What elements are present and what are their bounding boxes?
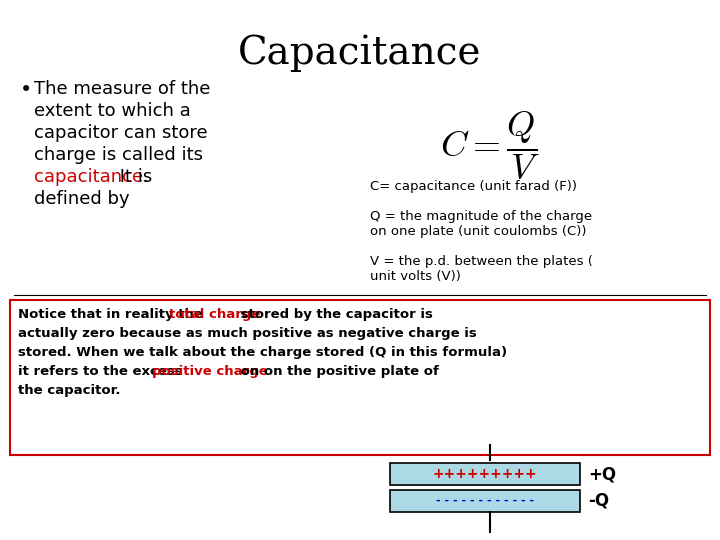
Text: on on the positive plate of: on on the positive plate of <box>236 365 439 378</box>
Bar <box>390 490 580 512</box>
Text: C= capacitance (unit farad (F)): C= capacitance (unit farad (F)) <box>370 180 577 193</box>
Text: V = the p.d. between the plates (
unit volts (V)): V = the p.d. between the plates ( unit v… <box>370 255 593 283</box>
FancyBboxPatch shape <box>10 300 710 455</box>
Text: stored by the capacitor is: stored by the capacitor is <box>236 308 433 321</box>
Text: $C = \dfrac{Q}{V}$: $C = \dfrac{Q}{V}$ <box>440 110 540 183</box>
Text: •: • <box>20 80 32 100</box>
Text: the capacitor.: the capacitor. <box>18 384 120 397</box>
Text: It is: It is <box>114 168 152 186</box>
Text: capacitor can store: capacitor can store <box>34 124 207 142</box>
Text: The measure of the: The measure of the <box>34 80 210 98</box>
Text: -Q: -Q <box>588 492 609 510</box>
Text: total charge: total charge <box>169 308 261 321</box>
Text: Capacitance: Capacitance <box>238 35 482 72</box>
Text: it refers to the excess: it refers to the excess <box>18 365 187 378</box>
Text: positive charge: positive charge <box>153 365 268 378</box>
Text: +++++++++: +++++++++ <box>433 467 537 481</box>
Text: Q = the magnitude of the charge
on one plate (unit coulombs (C)): Q = the magnitude of the charge on one p… <box>370 210 592 238</box>
Text: Notice that in reality the: Notice that in reality the <box>18 308 207 321</box>
Text: +Q: +Q <box>588 465 616 483</box>
Text: charge is called its: charge is called its <box>34 146 203 164</box>
Text: stored. When we talk about the charge stored (Q in this formula): stored. When we talk about the charge st… <box>18 346 507 359</box>
Text: extent to which a: extent to which a <box>34 102 191 120</box>
Text: - - - - - - - - - - - -: - - - - - - - - - - - - <box>436 496 534 506</box>
Text: defined by: defined by <box>34 190 130 208</box>
Bar <box>390 463 580 485</box>
Text: actually zero because as much positive as negative charge is: actually zero because as much positive a… <box>18 327 477 340</box>
Text: capacitance.: capacitance. <box>34 168 149 186</box>
